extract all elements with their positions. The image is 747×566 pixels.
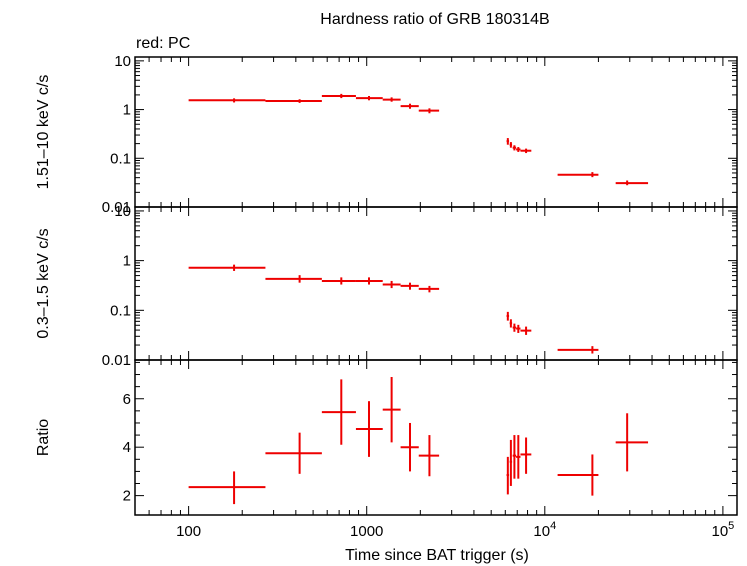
x-axis-label: Time since BAT trigger (s) <box>345 547 529 564</box>
data-point <box>520 326 532 335</box>
x-tick-label-base: 10 <box>711 523 728 540</box>
y-tick-label: 6 <box>123 391 131 408</box>
chart-subtitle: red: PC <box>136 35 190 52</box>
data-point <box>418 435 440 477</box>
data-point <box>355 95 383 101</box>
chart-title: Hardness ratio of GRB 180314B <box>320 11 549 28</box>
series-pc <box>188 264 629 367</box>
data-point <box>400 282 419 290</box>
data-point <box>265 99 322 103</box>
panel-soft: 10 1 0.1 0.01 0.3–1.5 keV c/s <box>35 203 738 369</box>
panel-ratio: 2 4 6 Ratio <box>35 359 738 516</box>
panel-frame <box>134 206 738 361</box>
data-point <box>516 435 521 479</box>
series-pc <box>188 376 649 505</box>
chart-panels: 10 1 0.1 0.01 1.51–10 keV c/s 10 1 0.1 0.01 0.3–1… <box>35 53 738 540</box>
panel-hard: 10 1 0.1 0.01 1.51–10 keV c/s <box>35 53 738 216</box>
data-point <box>506 138 510 145</box>
data-point <box>188 264 266 271</box>
x-tick-label: 100 <box>176 523 201 540</box>
data-point <box>418 285 440 293</box>
data-point <box>516 324 521 333</box>
data-point <box>557 172 599 178</box>
data-point <box>626 365 629 367</box>
data-point <box>512 323 517 332</box>
data-point <box>509 319 513 328</box>
y-tick-label: 0.1 <box>110 302 131 319</box>
y-axis-label: 1.51–10 keV c/s <box>35 75 52 190</box>
data-point <box>321 93 356 99</box>
x-tick-label-base: 100 <box>176 523 201 540</box>
data-point <box>512 145 517 151</box>
data-point <box>557 454 599 496</box>
data-point <box>615 180 649 186</box>
x-tick-label: 1000 <box>350 523 383 540</box>
x-tick-label-exponent: 5 <box>728 520 734 532</box>
y-tick-label: 0.1 <box>110 150 131 167</box>
data-point <box>382 280 401 289</box>
data-point <box>520 437 532 474</box>
data-point <box>400 103 419 109</box>
data-point <box>509 142 513 148</box>
data-point <box>520 148 532 154</box>
data-point <box>188 98 266 103</box>
y-tick-label: 0.01 <box>102 199 131 216</box>
x-tick-label: 104 <box>533 520 556 540</box>
x-tick-label: 105 <box>711 520 734 540</box>
x-tick-label-exponent: 4 <box>550 520 556 532</box>
series-pc <box>188 93 649 186</box>
data-point <box>265 432 322 474</box>
data-point <box>188 471 266 505</box>
y-tick-label: 10 <box>114 53 131 70</box>
y-tick-label: 1 <box>123 253 131 270</box>
y-tick-label: 10 <box>114 203 131 220</box>
data-point <box>355 401 383 457</box>
y-tick-label: 2 <box>123 488 131 505</box>
data-point <box>321 277 356 285</box>
y-axis-label: Ratio <box>35 419 52 456</box>
panel-frame <box>134 56 738 208</box>
x-tick-label-base: 10 <box>533 523 550 540</box>
data-point <box>516 147 521 152</box>
y-tick-label: 1 <box>123 102 131 119</box>
x-tick-label-base: 1000 <box>350 523 383 540</box>
data-point <box>382 376 401 443</box>
y-tick-label: 4 <box>123 439 131 456</box>
data-point <box>506 311 510 321</box>
y-tick-label: 0.01 <box>102 352 131 369</box>
data-point <box>418 108 440 114</box>
data-point <box>355 277 383 285</box>
data-point <box>506 456 510 495</box>
data-point <box>265 275 322 283</box>
data-point <box>400 422 419 472</box>
data-point <box>509 439 513 486</box>
data-point <box>512 435 517 479</box>
data-point <box>615 413 649 472</box>
data-point <box>382 97 401 102</box>
data-point <box>321 379 356 445</box>
y-axis-label: 0.3–1.5 keV c/s <box>35 228 52 338</box>
panel-frame <box>134 359 738 516</box>
data-point <box>557 346 599 354</box>
